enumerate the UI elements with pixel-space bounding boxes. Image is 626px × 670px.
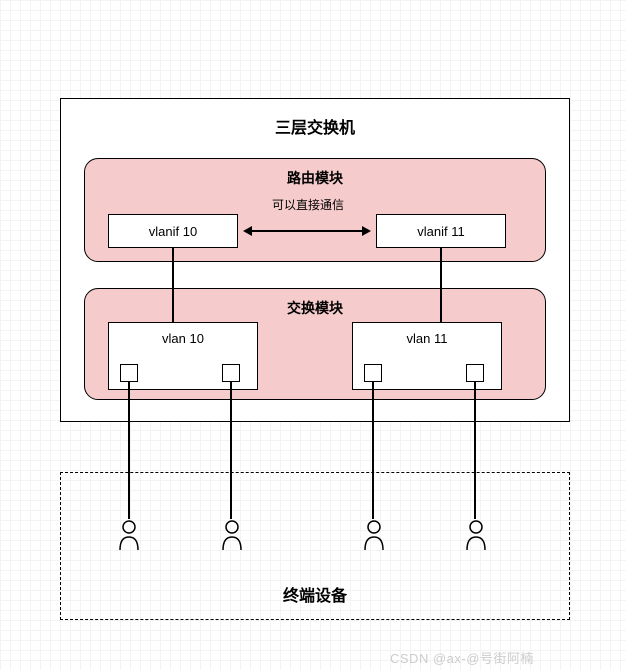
vlan-right-port-1 [364, 364, 382, 382]
vlan-left-port-1 [120, 364, 138, 382]
vlanif-right-box: vlanif 11 [376, 214, 506, 248]
vlanif-left-label: vlanif 10 [149, 224, 197, 239]
switch-title: 三层交换机 [60, 114, 570, 138]
user-icon-4 [465, 519, 487, 551]
communication-label: 可以直接通信 [258, 196, 358, 213]
arrow-head-left [243, 226, 252, 236]
vlan-right-port-2 [466, 364, 484, 382]
vlan-left-port-2 [222, 364, 240, 382]
vlanif-right-label: vlanif 11 [417, 224, 464, 239]
user-icon-2 [221, 519, 243, 551]
arrow-line [252, 230, 362, 232]
link-route-switch-1 [172, 248, 174, 322]
arrow-head-right [362, 226, 371, 236]
vlan-left-label: vlan 10 [109, 331, 257, 346]
terminal-title: 终端设备 [60, 582, 570, 606]
watermark: CSDN @ax-@号街阿楠 [390, 648, 534, 667]
vlan-right-label: vlan 11 [353, 331, 501, 346]
routing-module-title: 路由模块 [84, 168, 546, 188]
user-icon-1 [118, 519, 140, 551]
vlanif-left-box: vlanif 10 [108, 214, 238, 248]
link-route-switch-2 [440, 248, 442, 322]
user-icon-3 [363, 519, 385, 551]
switching-module-title: 交换模块 [84, 298, 546, 318]
